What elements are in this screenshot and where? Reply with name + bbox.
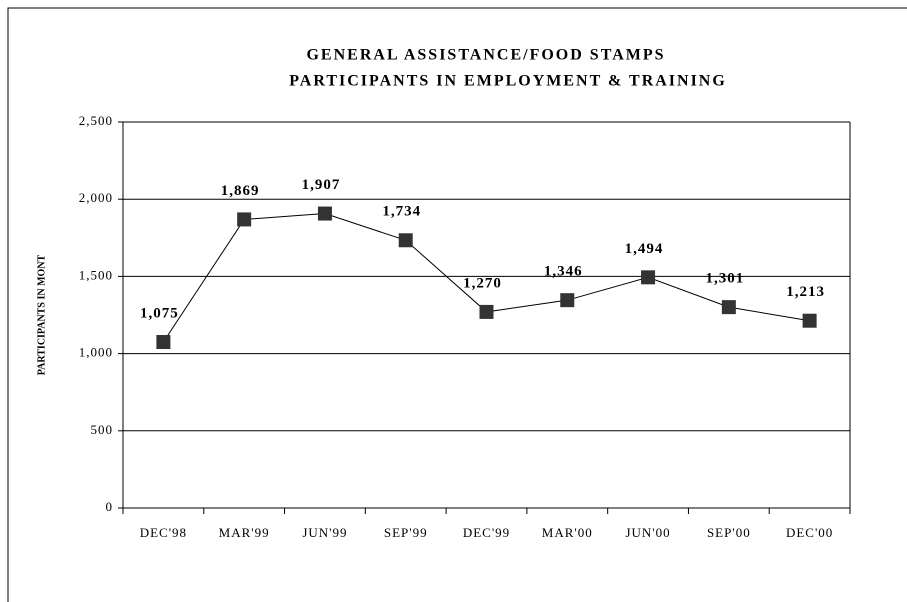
- marker: [398, 233, 413, 248]
- marker: [237, 212, 252, 227]
- frame: [7, 7, 907, 602]
- value-label: 1,734: [382, 204, 421, 220]
- x-tick-label: MAR'99: [219, 525, 270, 540]
- marker: [317, 206, 332, 221]
- x-tick-label: SEP'99: [384, 525, 428, 540]
- y-tick-label: 1,500: [79, 267, 113, 282]
- value-label: 1,213: [786, 284, 825, 300]
- x-tick-label: DEC'00: [786, 525, 833, 540]
- x-tick-label: DEC'99: [463, 525, 510, 540]
- marker: [156, 335, 171, 350]
- value-label: 1,270: [463, 275, 502, 291]
- x-tick-label: JUN'00: [625, 525, 670, 540]
- marker: [721, 300, 736, 315]
- y-axis-label: PARTICIPANTS IN MONT: [36, 254, 47, 375]
- chart-title: PARTICIPANTS IN EMPLOYMENT & TRAINING: [289, 73, 727, 90]
- x-tick-label: SEP'00: [707, 525, 751, 540]
- y-tick-label: 2,000: [79, 190, 113, 205]
- x-tick-label: MAR'00: [542, 525, 593, 540]
- y-tick-label: 1,000: [79, 345, 113, 360]
- y-tick-label: 500: [91, 422, 114, 437]
- value-label: 1,301: [705, 271, 744, 287]
- x-tick-label: JUN'99: [302, 525, 347, 540]
- marker: [641, 270, 656, 285]
- marker: [560, 293, 575, 308]
- y-tick-label: 0: [106, 499, 114, 514]
- x-tick-label: DEC'98: [140, 525, 187, 540]
- chart-title: GENERAL ASSISTANCE/FOOD STAMPS: [306, 47, 665, 64]
- marker: [802, 313, 817, 328]
- y-tick-label: 2,500: [79, 113, 113, 128]
- value-label: 1,869: [221, 183, 260, 199]
- value-label: 1,346: [544, 264, 583, 280]
- value-label: 1,075: [140, 305, 179, 321]
- value-label: 1,494: [625, 241, 664, 257]
- value-label: 1,907: [302, 177, 341, 193]
- marker: [479, 304, 494, 319]
